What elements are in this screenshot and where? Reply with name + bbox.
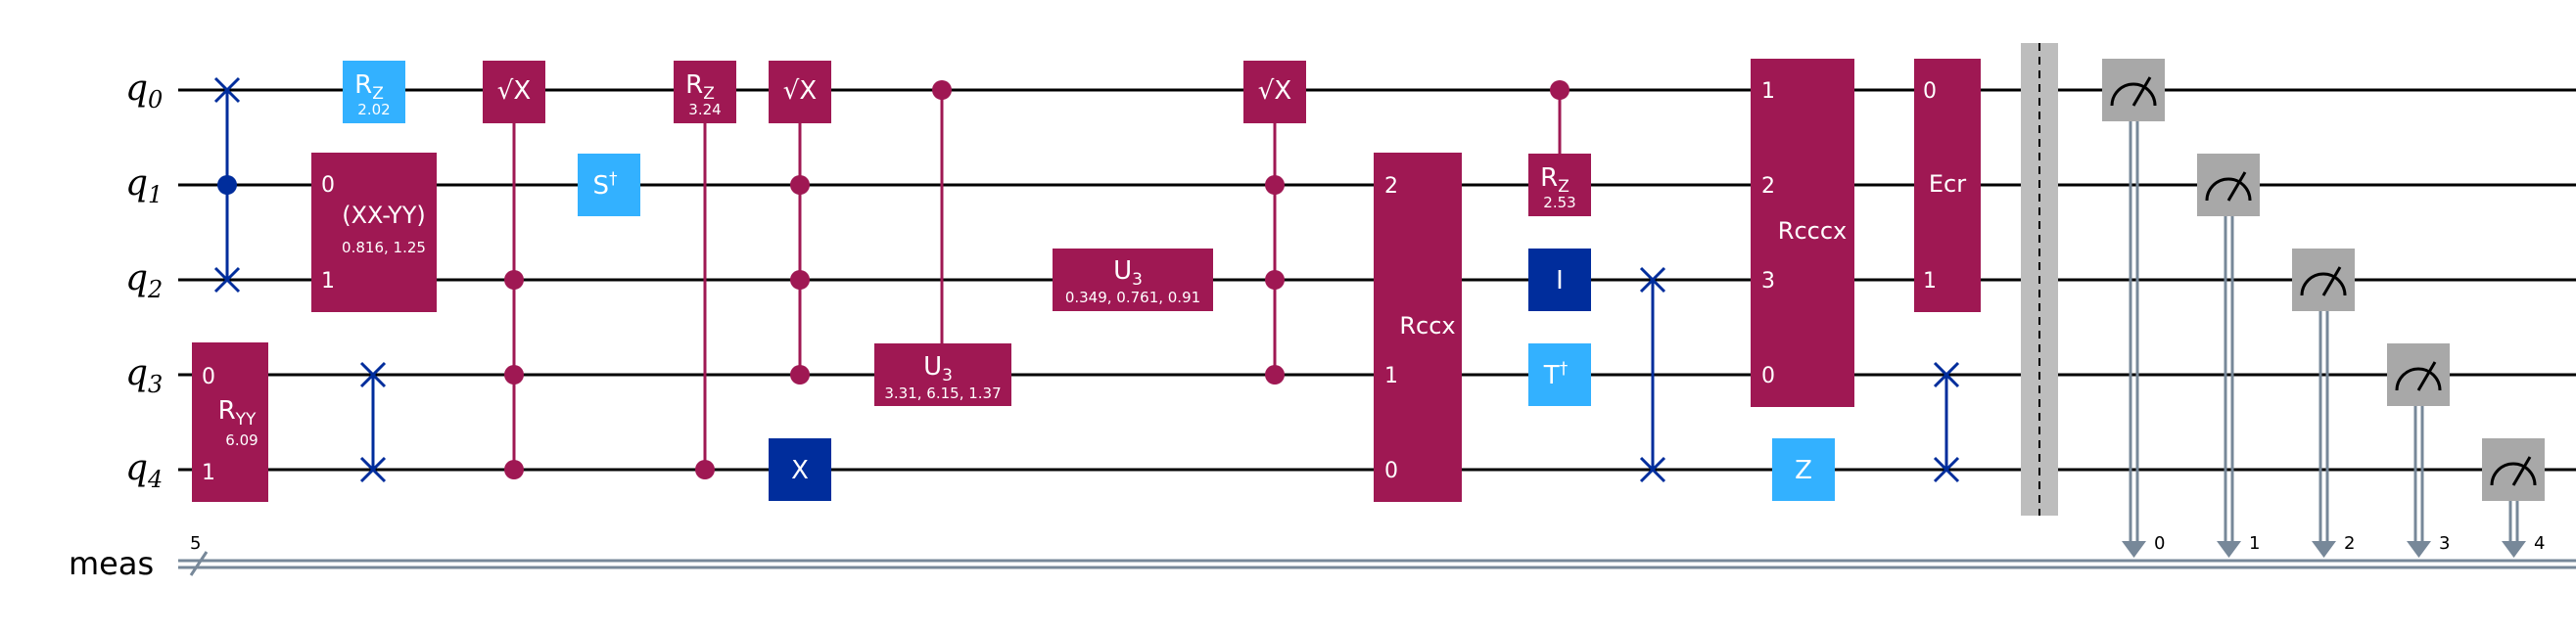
svg-text:X: X xyxy=(791,456,809,485)
svg-text:2.02: 2.02 xyxy=(357,101,390,118)
svg-text:RZ: RZ xyxy=(354,70,384,104)
mc-sqrtx-gate-3: √X xyxy=(1243,61,1306,385)
swap-gate-q3-q4 xyxy=(359,361,387,483)
svg-text:Ecr: Ecr xyxy=(1929,170,1966,198)
mc-sqrtx-gate-1: √X xyxy=(483,61,545,479)
svg-text:RZ: RZ xyxy=(1540,163,1569,197)
svg-text:√X: √X xyxy=(1258,76,1291,106)
x-gate-q4: X xyxy=(769,438,831,501)
svg-text:Rcccx: Rcccx xyxy=(1778,217,1847,245)
svg-text:U3: U3 xyxy=(1113,256,1143,290)
svg-text:Z: Z xyxy=(1795,456,1812,485)
svg-text:Rccx: Rccx xyxy=(1399,312,1455,340)
svg-text:2.53: 2.53 xyxy=(1543,194,1575,211)
svg-text:1: 1 xyxy=(1761,79,1775,104)
svg-text:S†: S† xyxy=(592,169,618,201)
measure-bit-0: 0 xyxy=(2154,533,2165,554)
svg-text:0: 0 xyxy=(1384,459,1398,483)
qubit-label-q0: q0 xyxy=(125,68,163,113)
svg-text:0.349, 0.761, 0.91: 0.349, 0.761, 0.91 xyxy=(1065,289,1200,306)
rccx-gate: 2 1 0 Rccx xyxy=(1374,153,1462,502)
cswap-gate-q0-q2 xyxy=(213,76,241,294)
svg-text:(XX-YY): (XX-YY) xyxy=(342,202,426,229)
svg-text:0: 0 xyxy=(1923,79,1937,104)
identity-gate-q2: I xyxy=(1528,249,1591,311)
classical-register-label: meas xyxy=(69,545,154,582)
svg-text:1: 1 xyxy=(1923,269,1937,294)
svg-text:2: 2 xyxy=(1761,174,1775,199)
measure-gate-q4: 4 xyxy=(2482,438,2545,558)
svg-text:3.24: 3.24 xyxy=(688,101,721,118)
svg-text:RZ: RZ xyxy=(685,70,715,104)
qubit-label-q2: q2 xyxy=(125,258,163,303)
measure-gate-q0: 0 xyxy=(2102,59,2165,558)
measure-gate-q2: 2 xyxy=(2292,249,2355,558)
rz-gate-q0: RZ 2.02 xyxy=(343,61,405,123)
mc-sqrtx-gate-2: √X xyxy=(769,61,831,385)
measure-bit-4: 4 xyxy=(2534,533,2545,554)
classical-width-label: 5 xyxy=(190,533,201,554)
ryy-pin-1: 1 xyxy=(202,461,215,485)
qubit-label-q3: q3 xyxy=(125,353,163,398)
svg-text:T†: T† xyxy=(1543,359,1569,390)
crz-gate-q4-q0: RZ 3.24 xyxy=(674,61,736,479)
barrier xyxy=(2021,43,2058,516)
measure-gate-q3: 3 xyxy=(2387,343,2450,558)
measure-bit-3: 3 xyxy=(2439,533,2450,554)
crz-gate-q0-q1: RZ 2.53 xyxy=(1528,80,1591,216)
svg-text:U3: U3 xyxy=(923,352,953,385)
rcccx-gate: 1 2 3 0 Rcccx xyxy=(1751,59,1854,407)
svg-text:0: 0 xyxy=(321,173,335,198)
svg-text:1: 1 xyxy=(1384,364,1398,388)
svg-text:0: 0 xyxy=(1761,364,1775,388)
classical-register-wire: 5 xyxy=(178,533,2576,576)
svg-text:I: I xyxy=(1556,266,1564,295)
qubit-label-q4: q4 xyxy=(125,448,163,493)
ryy-param: 6.09 xyxy=(225,431,258,449)
control-dot xyxy=(217,175,237,195)
sdg-gate-q1: S† xyxy=(578,154,640,216)
svg-text:3.31, 6.15, 1.37: 3.31, 6.15, 1.37 xyxy=(884,385,1001,402)
svg-text:1: 1 xyxy=(321,269,335,294)
measurements: 0 1 2 3 xyxy=(2102,59,2545,558)
register-labels: q0 q1 q2 q3 q4 meas xyxy=(69,68,163,582)
ryy-gate: 0 1 RYY 6.09 xyxy=(192,342,268,502)
svg-text:0.816, 1.25: 0.816, 1.25 xyxy=(342,239,426,256)
qubit-label-q1: q1 xyxy=(125,163,163,208)
xx-minus-yy-gate: 0 1 (XX-YY) 0.816, 1.25 xyxy=(311,153,437,312)
measure-bit-2: 2 xyxy=(2344,533,2355,554)
ryy-pin-0: 0 xyxy=(202,365,215,389)
swap-gate-q2-q4 xyxy=(1639,266,1666,483)
classical-bus-slash xyxy=(189,551,209,576)
measure-bit-1: 1 xyxy=(2249,533,2260,554)
svg-text:√X: √X xyxy=(783,76,817,106)
u3-gate-q2: U3 0.349, 0.761, 0.91 xyxy=(1053,249,1213,311)
cu3-gate-q0-q3: U3 3.31, 6.15, 1.37 xyxy=(874,80,1011,406)
swap-gate-q3-q4-second xyxy=(1933,361,1960,483)
ecr-gate: 0 1 Ecr xyxy=(1914,59,1981,312)
ryy-label: RYY xyxy=(218,396,257,430)
svg-text:2: 2 xyxy=(1384,174,1398,199)
tdg-gate-q3: T† xyxy=(1528,343,1591,406)
svg-text:3: 3 xyxy=(1761,269,1775,294)
z-gate-q4: Z xyxy=(1772,438,1835,501)
svg-text:√X: √X xyxy=(497,76,531,106)
measure-gate-q1: 1 xyxy=(2197,154,2260,558)
